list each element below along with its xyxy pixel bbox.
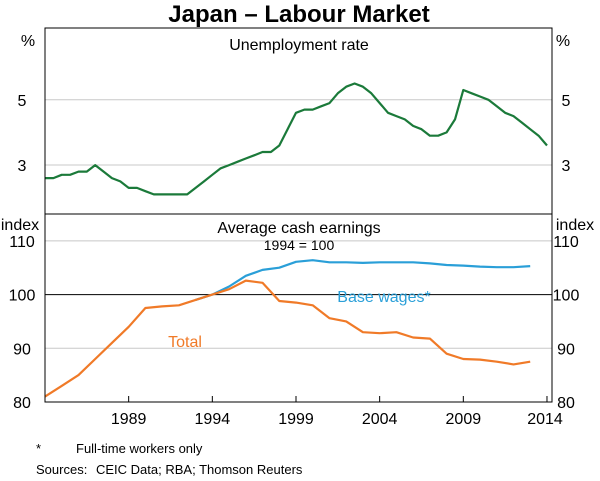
series-line-total	[44, 279, 531, 398]
panel-earnings: index index Average cash earnings 1994 =…	[1, 217, 594, 428]
plot-frame-bottom	[44, 213, 553, 403]
gridlines-bottom	[45, 240, 552, 349]
x-tick-label: 2014	[527, 411, 563, 428]
plot-frame-top	[44, 27, 553, 215]
y-tick-label-left: 90	[13, 341, 31, 358]
y-tick-label-right: 80	[557, 395, 575, 412]
series-line-unemployment	[45, 82, 548, 196]
x-ticks-bottom: 1989 1994 1999 2004 2009 2014	[111, 396, 563, 428]
panel-unemployment: % % Unemployment rate 3 3 5 5	[18, 33, 571, 196]
sources-row: Sources: CEIC Data; RBA; Thomson Reuters	[36, 462, 302, 477]
y-tick-label-left: 5	[18, 93, 27, 110]
series-line-base-wages	[195, 259, 531, 301]
y-tick-label-left: 110	[9, 234, 35, 251]
y-axis-unit-left-bottom: index	[1, 217, 39, 234]
y-axis-unit-right-bottom: index	[556, 217, 594, 234]
y-ticks-top: 3 3 5 5	[18, 93, 571, 175]
y-axis-unit-right-top: %	[556, 33, 570, 50]
footnote-marker: *	[36, 441, 42, 456]
footnote-text: Full-time workers only	[76, 441, 203, 456]
series-label-total: Total	[168, 334, 202, 351]
y-axis-unit-left-top: %	[21, 33, 35, 50]
y-ticks-bottom: 80 80 90 90 100 100 110 110	[9, 234, 580, 412]
y-tick-label-right: 3	[562, 158, 571, 175]
panel-subtitle-earnings: 1994 = 100	[264, 237, 335, 253]
y-tick-label-left: 80	[13, 395, 31, 412]
y-tick-label-left: 100	[9, 288, 36, 305]
x-tick-label: 1999	[278, 411, 314, 428]
footnote-row: * Full-time workers only	[36, 441, 202, 456]
y-tick-label-right: 100	[553, 288, 580, 305]
series-label-base-wages: Base wages*	[337, 289, 430, 306]
sources-text: CEIC Data; RBA; Thomson Reuters	[96, 462, 303, 477]
x-tick-label: 1994	[195, 411, 231, 428]
gridlines-top	[45, 99, 552, 166]
x-tick-label: 1989	[111, 411, 147, 428]
chart-title: Japan – Labour Market	[168, 1, 429, 28]
panel-title-unemployment: Unemployment rate	[229, 37, 369, 54]
y-tick-label-right: 110	[553, 234, 579, 251]
x-tick-label: 2004	[362, 411, 398, 428]
x-tick-label: 2009	[446, 411, 482, 428]
y-tick-label-right: 90	[557, 341, 575, 358]
panel-title-earnings: Average cash earnings	[217, 220, 380, 237]
sources-label: Sources:	[36, 462, 88, 477]
y-tick-label-right: 5	[562, 93, 571, 110]
y-tick-label-left: 3	[18, 158, 27, 175]
